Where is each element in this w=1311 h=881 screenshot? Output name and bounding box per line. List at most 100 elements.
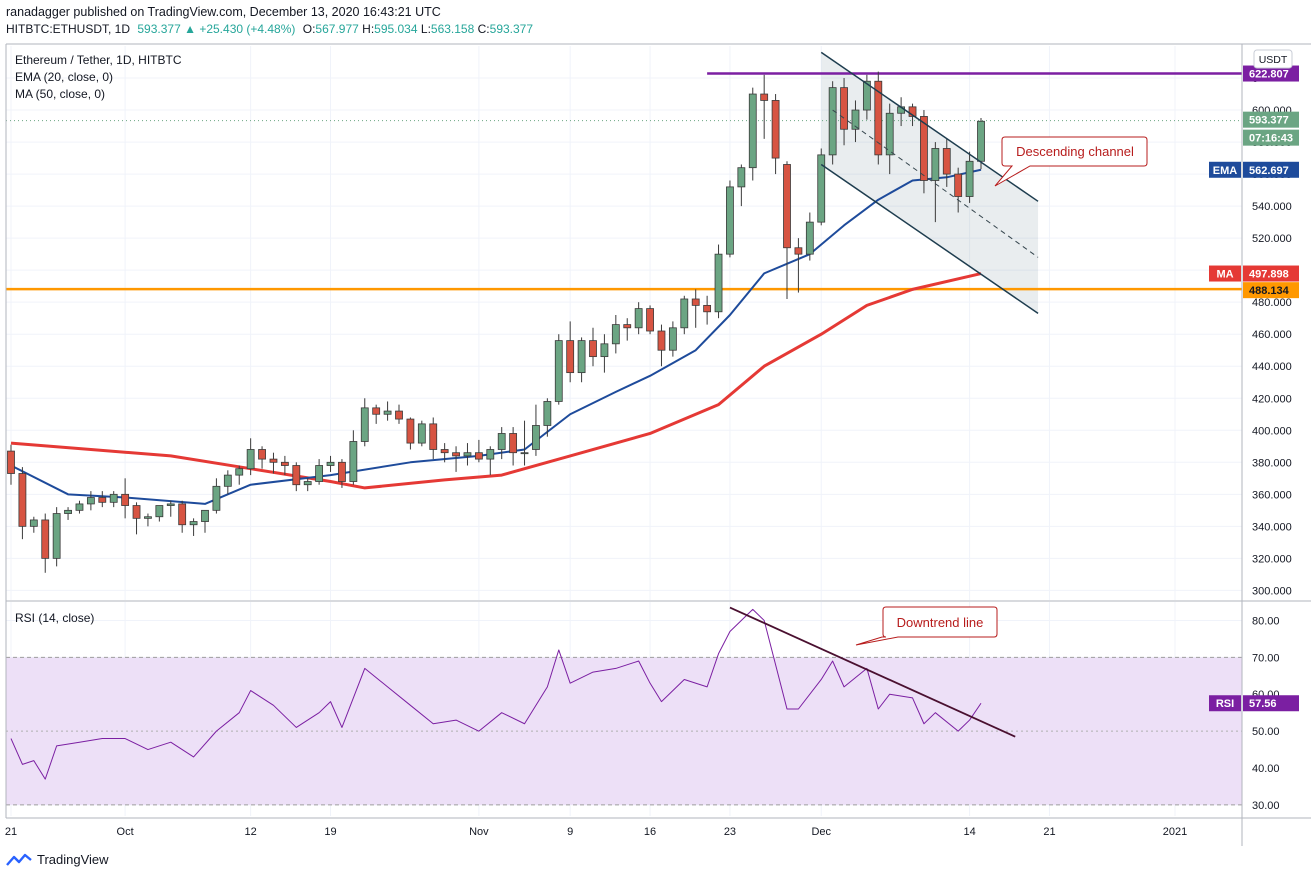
candle[interactable] [623, 318, 632, 341]
candle[interactable] [64, 507, 72, 520]
candle[interactable] [372, 404, 381, 424]
candle[interactable] [326, 455, 335, 472]
candle[interactable] [851, 100, 860, 143]
candle[interactable] [452, 446, 460, 472]
candle[interactable] [965, 151, 974, 203]
candle[interactable] [121, 478, 130, 519]
candle[interactable] [75, 500, 84, 514]
candle[interactable] [611, 314, 620, 354]
candle[interactable] [315, 459, 324, 485]
candle[interactable] [760, 74, 769, 139]
candle[interactable] [235, 465, 244, 485]
candle[interactable] [920, 110, 928, 194]
candle[interactable] [144, 513, 152, 527]
channel-lower-line[interactable] [820, 163, 1039, 315]
candle[interactable] [748, 87, 757, 181]
candle[interactable] [931, 142, 940, 223]
time-axis[interactable]: 21 Oct 12 19 Nov 9 16 23 Dec 14 21 2021 [5, 826, 1187, 838]
candle[interactable] [954, 167, 963, 213]
candle[interactable] [942, 138, 951, 187]
downtrend-annotation[interactable]: Downtrend line [855, 606, 998, 646]
candle[interactable] [520, 420, 529, 466]
candle[interactable] [554, 334, 563, 405]
candle[interactable] [201, 509, 209, 533]
candle[interactable] [52, 507, 61, 567]
downtrend-callout-box[interactable] [855, 606, 998, 646]
rsi-downtrend-line[interactable] [729, 606, 1016, 738]
candle[interactable] [726, 180, 734, 258]
candle[interactable] [258, 446, 266, 469]
candle[interactable] [429, 417, 438, 460]
candle[interactable] [246, 438, 255, 476]
channel-annotation[interactable]: Descending channel [994, 136, 1148, 187]
candle[interactable] [714, 244, 723, 319]
candle[interactable] [269, 452, 278, 474]
candle[interactable] [680, 295, 689, 335]
candle[interactable] [41, 513, 50, 573]
candle[interactable] [543, 398, 552, 437]
candle[interactable] [589, 327, 597, 367]
footer-brand[interactable]: TradingView [37, 852, 109, 867]
candle[interactable] [703, 295, 712, 325]
candle[interactable] [691, 289, 700, 328]
candle[interactable] [828, 81, 837, 165]
candle[interactable] [840, 78, 848, 146]
candle[interactable] [395, 404, 403, 424]
candle[interactable] [349, 430, 358, 485]
candle[interactable] [132, 502, 141, 535]
candle[interactable] [805, 212, 814, 261]
candle[interactable] [303, 478, 312, 492]
candle[interactable] [497, 427, 506, 460]
candle[interactable] [509, 427, 518, 466]
candle[interactable] [532, 404, 540, 456]
candle[interactable] [406, 417, 415, 450]
candle[interactable] [862, 74, 871, 120]
candle[interactable] [338, 459, 346, 488]
currency-button[interactable]: USDT [1253, 49, 1293, 69]
currency-button-box[interactable] [1253, 49, 1293, 69]
tradingview-logo-icon[interactable] [6, 853, 32, 867]
candle[interactable] [817, 148, 826, 226]
candle[interactable] [794, 238, 803, 293]
price-axis[interactable]: 300.000 320.000 340.000 360.000 380.000 400.0… [1252, 73, 1292, 812]
candle[interactable] [486, 446, 495, 476]
candle[interactable] [178, 500, 187, 533]
candle[interactable] [383, 401, 392, 421]
candle[interactable] [783, 161, 791, 299]
channel-mid-line[interactable] [832, 109, 1039, 258]
candle[interactable] [463, 443, 472, 466]
candle[interactable] [223, 470, 232, 495]
candle[interactable] [189, 518, 198, 536]
symbol-label[interactable]: HITBTC:ETHUSDT, 1D [6, 22, 131, 36]
candle[interactable] [474, 439, 483, 463]
ma-50-line[interactable] [10, 272, 982, 490]
candle[interactable] [737, 164, 746, 207]
candle[interactable] [98, 491, 107, 508]
candle[interactable] [280, 455, 289, 476]
candle[interactable] [771, 94, 780, 175]
candle[interactable] [29, 516, 38, 533]
rsi-line[interactable] [10, 608, 982, 780]
candle[interactable] [18, 467, 27, 540]
candle[interactable] [155, 505, 164, 522]
candle[interactable] [166, 500, 175, 517]
candle[interactable] [440, 443, 449, 463]
candle[interactable] [109, 491, 118, 508]
candle[interactable] [885, 103, 894, 175]
candle[interactable] [874, 71, 883, 165]
candle[interactable] [360, 398, 369, 447]
candle[interactable] [600, 334, 609, 373]
drawings[interactable] [10, 51, 1039, 780]
candle[interactable] [7, 444, 15, 485]
candle[interactable] [212, 478, 221, 514]
candle[interactable] [292, 462, 301, 492]
channel-upper-line[interactable] [820, 51, 1039, 202]
channel-callout-box[interactable] [994, 136, 1148, 187]
candle[interactable] [417, 420, 426, 447]
candle[interactable] [577, 337, 586, 383]
candle[interactable] [566, 321, 575, 383]
candle[interactable] [657, 324, 666, 367]
candles[interactable] [7, 71, 985, 573]
candle[interactable] [86, 491, 95, 511]
